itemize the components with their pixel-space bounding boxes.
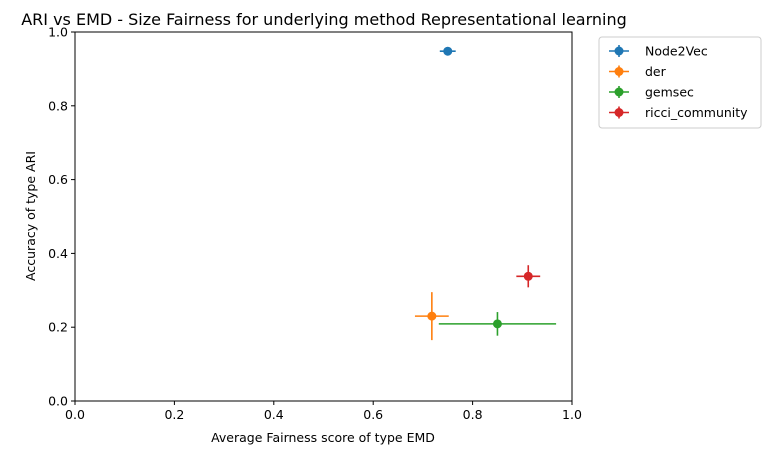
series-ricci-community — [516, 265, 541, 288]
data-point — [523, 271, 533, 281]
x-tick-label: 0.8 — [463, 407, 483, 422]
series-node2vec — [439, 46, 456, 56]
y-tick-label: 0.6 — [48, 172, 68, 187]
legend-item: der — [609, 64, 667, 79]
legend-marker-dot — [614, 46, 624, 56]
x-tick-label: 0.4 — [264, 407, 284, 422]
legend-label: der — [645, 64, 667, 79]
chart-title: ARI vs EMD - Size Fairness for underlyin… — [21, 10, 627, 29]
legend-marker-dot — [614, 108, 624, 117]
legend-item: ricci_community — [609, 105, 748, 120]
series-der — [414, 292, 449, 341]
x-tick-label: 1.0 — [562, 407, 582, 422]
y-axis-label: Accuracy of type ARI — [23, 151, 38, 281]
data-point — [427, 311, 437, 321]
y-tick-label: 0.4 — [48, 246, 68, 261]
axes-frame — [74, 31, 573, 402]
legend-marker-dot — [614, 87, 624, 97]
legend: Node2Vec der gemsec ricci_community — [598, 36, 762, 129]
legend-label: ricci_community — [645, 105, 748, 120]
y-tick-label: 0.0 — [48, 394, 68, 409]
legend-label: gemsec — [645, 85, 694, 100]
legend-item: Node2Vec — [609, 44, 708, 59]
y-tick-label: 1.0 — [48, 25, 68, 40]
x-axis-label: Average Fairness score of type EMD — [211, 430, 435, 445]
series-gemsec — [438, 312, 557, 336]
y-axis: 0.0 0.2 0.4 0.6 0.8 1.0 — [48, 25, 75, 409]
data-point — [443, 46, 453, 56]
legend-marker-dot — [614, 67, 624, 76]
data-point — [492, 319, 502, 329]
plot-area — [414, 46, 557, 341]
legend-item: gemsec — [609, 85, 694, 100]
x-axis: 0.0 0.2 0.4 0.6 0.8 1.0 — [65, 401, 582, 422]
y-tick-label: 0.8 — [48, 98, 68, 113]
legend-label: Node2Vec — [645, 44, 708, 59]
x-tick-label: 0.6 — [363, 407, 383, 422]
x-tick-label: 0.2 — [164, 407, 184, 422]
legend-frame — [598, 36, 762, 129]
x-tick-label: 0.0 — [65, 407, 85, 422]
y-tick-label: 0.2 — [48, 320, 68, 335]
